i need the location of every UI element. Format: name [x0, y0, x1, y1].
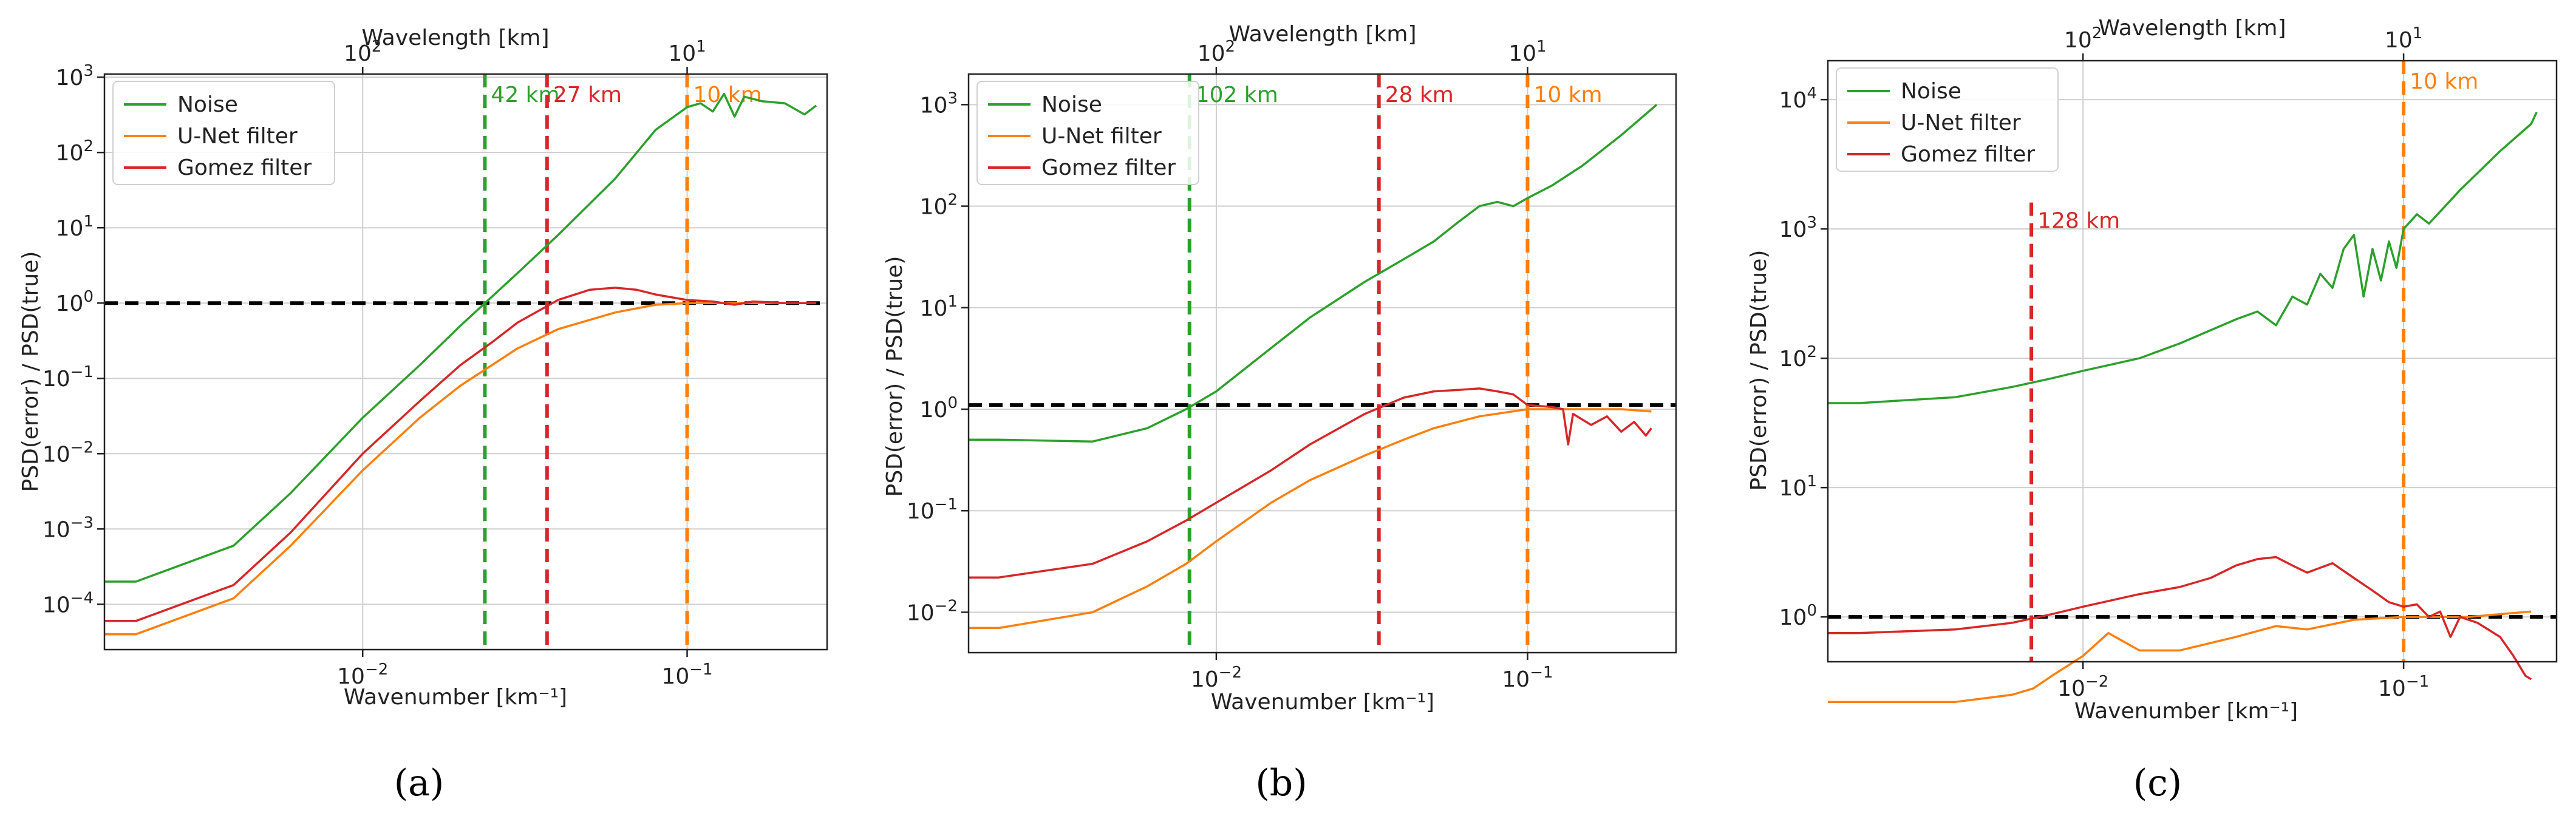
x-tick-label: 10−1 — [2378, 673, 2429, 701]
y-tick-label: 100 — [1779, 602, 1817, 630]
top-tick-label: 102 — [344, 38, 381, 66]
panel-b-series — [969, 103, 1658, 630]
panel-c-series — [1828, 112, 2538, 703]
panel-b-ticks: 10−2 10−1 102 101 10−2 10−1 100 101 102 103 — [907, 38, 1553, 692]
vline-label-noise: 102 km — [1196, 83, 1278, 107]
series-line-unet — [104, 302, 817, 636]
y-tick-label: 10−1 — [907, 495, 958, 524]
axes-frame — [967, 73, 1677, 654]
y-tick-label: 101 — [920, 293, 958, 321]
panel-c-vlines: 128 km 10 km — [2029, 61, 2478, 662]
panel-b-top-axis-label: Wavelength [km] — [1228, 22, 1416, 47]
y-tick-label: 10−3 — [43, 514, 94, 542]
y-tick-label: 102 — [920, 191, 958, 220]
axes-frame — [1827, 59, 2558, 663]
vline-label-gomez: 27 km — [553, 83, 622, 107]
panel-c-axes — [1827, 59, 2558, 663]
panel-c-xlabel: Wavenumber [km⁻¹] — [2074, 699, 2298, 724]
y-tick-label: 102 — [1779, 343, 1817, 372]
y-tick-label: 10−1 — [43, 363, 94, 392]
y-tick-label: 102 — [56, 137, 94, 166]
series-line-noise — [969, 103, 1658, 443]
legend-label-unet: U-Net filter — [177, 124, 298, 149]
legend-label-noise: Noise — [177, 92, 238, 117]
y-tick-label: 10−2 — [43, 438, 94, 467]
legend-label-unet: U-Net filter — [1901, 110, 2021, 135]
series-line-noise — [1828, 112, 2538, 404]
panel-a-tag: (a) — [394, 762, 445, 804]
legend-label-gomez: Gomez filter — [1901, 142, 2035, 167]
panel-a-legend: Noise U-Net filter Gomez filter — [112, 81, 335, 185]
y-tick-label: 100 — [56, 288, 94, 316]
vline-label-gomez: 128 km — [2037, 209, 2120, 234]
panel-c-legend: Noise U-Net filter Gomez filter — [1836, 67, 2059, 172]
legend-box — [976, 81, 1199, 185]
y-tick-label: 103 — [1779, 214, 1817, 242]
panel-a-ticks: 10−2 10−1 102 101 10−4 10−3 10−2 10−1 100 101 102 1… — [43, 38, 713, 689]
panel-a-ylabel: PSD(error) / PSD(true) — [18, 251, 43, 492]
panel-b-tag: (b) — [1255, 762, 1307, 804]
legend-box — [1836, 67, 2059, 172]
series-line-gomez — [104, 287, 817, 622]
axes-frame — [103, 73, 828, 651]
legend-label-unet: U-Net filter — [1041, 124, 1162, 149]
vline-label-unet: 10 km — [2410, 69, 2478, 94]
y-tick-label: 103 — [920, 89, 958, 118]
panel-b-legend: Noise U-Net filter Gomez filter — [976, 81, 1199, 185]
y-tick-label: 10−2 — [907, 597, 958, 625]
x-tick-label: 10−2 — [2057, 673, 2108, 701]
top-tick-label: 102 — [2064, 24, 2102, 53]
legend-label-gomez: Gomez filter — [177, 155, 312, 180]
top-tick-label: 101 — [2385, 24, 2422, 53]
y-tick-label: 10−4 — [43, 589, 94, 617]
top-tick-label: 101 — [668, 38, 706, 66]
panel-a-axes — [103, 73, 828, 651]
top-tick-label: 101 — [1508, 38, 1546, 66]
legend-label-noise: Noise — [1901, 79, 1961, 104]
y-tick-label: 101 — [1779, 472, 1817, 501]
panel-b-axes — [967, 73, 1677, 654]
panel-a-xlabel: Wavenumber [km⁻¹] — [344, 685, 567, 710]
panel-c-tag: (c) — [2133, 762, 2182, 804]
x-tick-label: 10−1 — [661, 661, 712, 689]
panel-c-ticks: 10−2 10−1 102 101 100 101 102 103 104 — [1779, 24, 2430, 701]
vline-label-gomez: 28 km — [1385, 83, 1454, 107]
top-tick-label: 102 — [1198, 38, 1235, 66]
y-tick-label: 103 — [56, 62, 94, 90]
panel-a-top-axis-label: Wavelength [km] — [361, 25, 549, 50]
x-tick-label: 10−2 — [337, 661, 388, 689]
y-tick-label: 104 — [1779, 84, 1817, 113]
series-line-unet — [1828, 610, 2532, 703]
panel-a-series — [104, 92, 817, 636]
panel-c-ylabel: PSD(error) / PSD(true) — [1746, 250, 1771, 491]
x-tick-label: 10−2 — [1191, 664, 1242, 692]
panel-b-xlabel: Wavenumber [km⁻¹] — [1211, 690, 1434, 715]
series-line-noise — [104, 92, 817, 583]
panel-b-vlines: 102 km 28 km 10 km — [1187, 74, 1603, 653]
y-tick-label: 101 — [56, 212, 94, 241]
series-line-gomez — [1828, 556, 2532, 681]
legend-label-noise: Noise — [1041, 92, 1102, 117]
y-tick-label: 100 — [920, 394, 958, 423]
series-line-gomez — [969, 387, 1652, 579]
legend-label-gomez: Gomez filter — [1041, 155, 1176, 180]
panel-c-top-axis-label: Wavelength [km] — [2098, 16, 2286, 41]
series-line-unet — [969, 408, 1652, 630]
vline-label-unet: 10 km — [1533, 83, 1602, 107]
panel-b-ylabel: PSD(error) / PSD(true) — [882, 256, 907, 497]
legend-box — [112, 81, 335, 185]
vline-label-noise: 42 km — [491, 83, 559, 107]
x-tick-label: 10−1 — [1502, 664, 1553, 692]
